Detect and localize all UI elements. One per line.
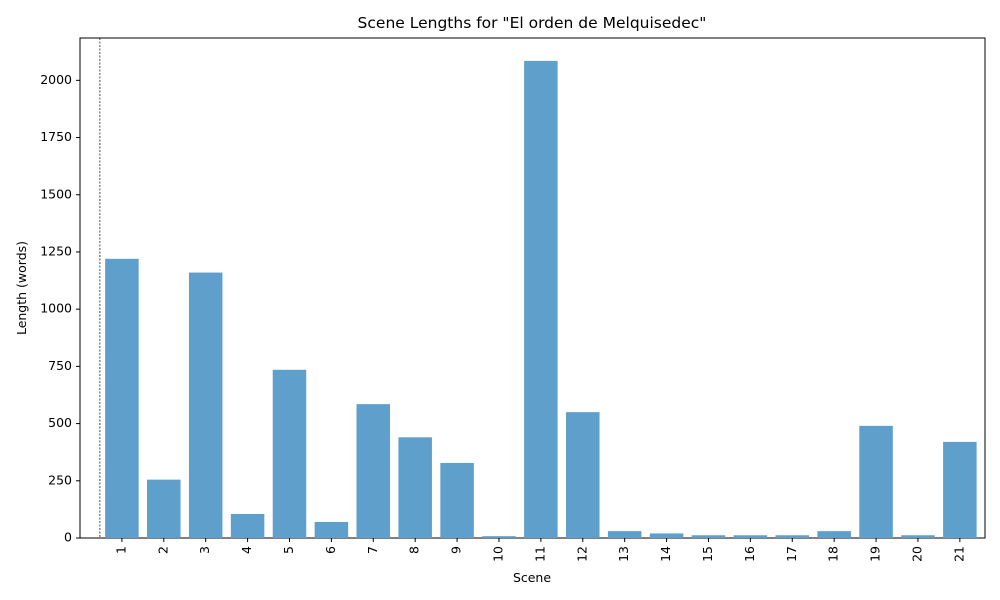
- x-tick-label: 8: [407, 546, 422, 554]
- x-tick-label: 21: [951, 546, 966, 562]
- bar-scene-16: [733, 535, 768, 538]
- bar-scene-9: [440, 462, 474, 538]
- y-tick-label: 0: [64, 530, 72, 545]
- x-tick-label: 5: [281, 546, 296, 554]
- bar-scene-14: [649, 533, 684, 538]
- bar-scene-6: [314, 521, 349, 538]
- x-tick-label: 15: [700, 546, 715, 562]
- x-tick-label: 9: [449, 546, 464, 554]
- bar-scene-3: [188, 272, 223, 538]
- bar-scene-1: [105, 258, 139, 538]
- y-tick-label: 1250: [40, 243, 72, 258]
- bar-scene-17: [775, 535, 810, 538]
- x-tick-label: 13: [616, 546, 631, 562]
- x-tick-label: 6: [323, 546, 338, 554]
- x-tick-label: 3: [197, 546, 212, 554]
- bar-scene-4: [230, 513, 265, 538]
- x-tick-label: 18: [826, 546, 841, 562]
- x-tick-label: 14: [658, 546, 673, 562]
- x-axis: 1 2 3 4 5 6 7 8 9 10 11 12 13 14 15 16 17 18 19 20 21: [113, 538, 966, 562]
- chart-title: Scene Lengths for "El orden de Melquised…: [358, 14, 707, 32]
- x-tick-label: 17: [784, 546, 799, 562]
- y-tick-label: 500: [48, 415, 72, 430]
- bar-scene-13: [607, 531, 642, 538]
- x-tick-label: 19: [868, 546, 883, 562]
- y-tick-label: 1750: [40, 129, 72, 144]
- bar-scene-12: [566, 412, 600, 538]
- x-tick-label: 11: [532, 546, 547, 562]
- x-tick-label: 4: [239, 546, 254, 554]
- y-axis: 0 250 500 750 1000 1250 1500 1750 2000: [40, 72, 80, 545]
- y-tick-label: 1500: [40, 186, 72, 201]
- bar-scene-21: [943, 441, 977, 538]
- x-tick-label: 1: [113, 546, 128, 554]
- y-tick-label: 750: [48, 358, 72, 373]
- bars-group: [105, 60, 977, 538]
- bar-scene-7: [356, 404, 391, 538]
- bar-scene-10: [482, 536, 516, 538]
- y-tick-label: 2000: [40, 72, 72, 87]
- x-tick-label: 16: [742, 546, 757, 562]
- x-tick-label: 20: [909, 546, 924, 562]
- bar-scene-5: [272, 369, 307, 538]
- x-axis-label: Scene: [513, 570, 551, 585]
- bar-scene-18: [817, 531, 851, 538]
- bar-scene-11: [524, 60, 558, 538]
- bar-scene-19: [859, 425, 893, 538]
- x-tick-label: 7: [365, 546, 380, 554]
- x-tick-label: 12: [574, 546, 589, 562]
- x-tick-label: 2: [155, 546, 170, 554]
- y-tick-label: 1000: [40, 301, 72, 316]
- bar-scene-8: [398, 437, 432, 538]
- y-tick-label: 250: [48, 472, 72, 487]
- bar-scene-20: [901, 535, 935, 538]
- x-tick-label: 10: [490, 546, 505, 562]
- y-axis-label: Length (words): [14, 241, 29, 335]
- bar-scene-15: [691, 535, 726, 538]
- bar-scene-2: [147, 479, 181, 538]
